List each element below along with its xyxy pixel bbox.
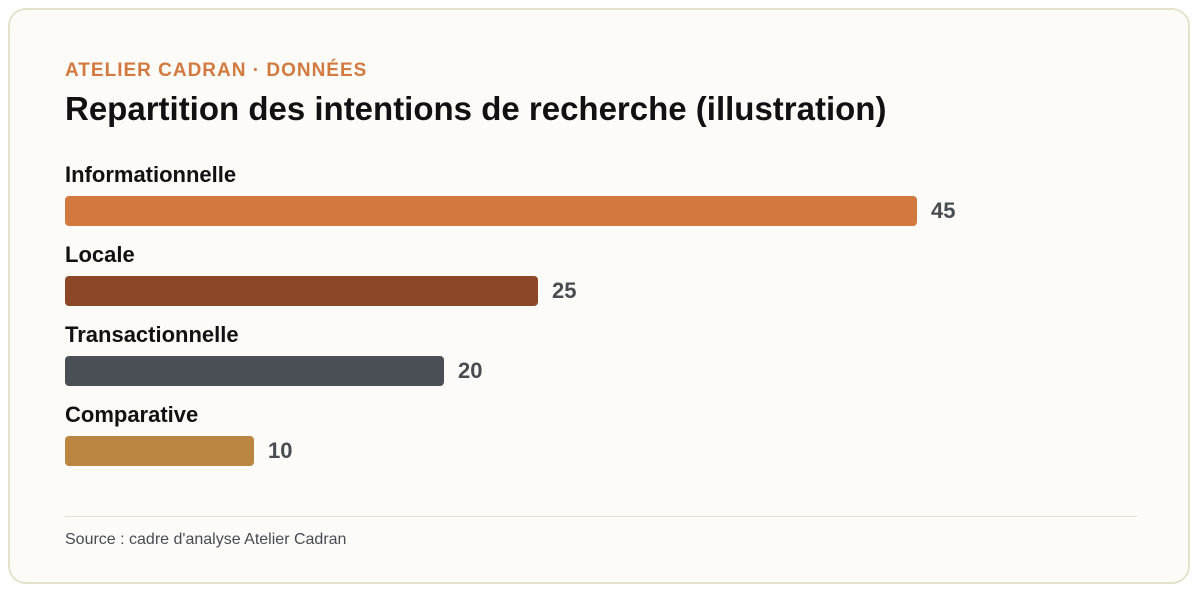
bar-row-locale: Locale 25 — [65, 240, 1125, 320]
bar-informationnelle — [65, 196, 917, 226]
bar-row-transactionnelle: Transactionnelle 20 — [65, 320, 1125, 400]
bar-row-comparative: Comparative 10 — [65, 400, 1125, 480]
footer-divider — [65, 516, 1137, 517]
category-label: Informationnelle — [65, 162, 237, 187]
value-label: 20 — [458, 358, 483, 383]
eyebrow-label: ATELIER CADRAN · DONNÉES — [65, 60, 368, 81]
category-label: Locale — [65, 242, 135, 267]
category-label: Transactionnelle — [65, 322, 239, 347]
bar-locale — [65, 276, 538, 306]
value-label: 10 — [268, 438, 293, 463]
chart-card: ATELIER CADRAN · DONNÉES Repartition des… — [8, 8, 1190, 584]
source-note: Source : cadre d'analyse Atelier Cadran — [65, 531, 347, 548]
chart-title: Repartition des intentions de recherche … — [65, 90, 887, 127]
bar-comparative — [65, 436, 254, 466]
bar-chart: Informationnelle 45 Locale 25 Transactionnel… — [65, 160, 1125, 480]
value-label: 45 — [931, 198, 956, 223]
bar-row-informationnelle: Informationnelle 45 — [65, 160, 1125, 240]
bar-transactionnelle — [65, 356, 444, 386]
value-label: 25 — [552, 278, 577, 303]
category-label: Comparative — [65, 402, 199, 427]
